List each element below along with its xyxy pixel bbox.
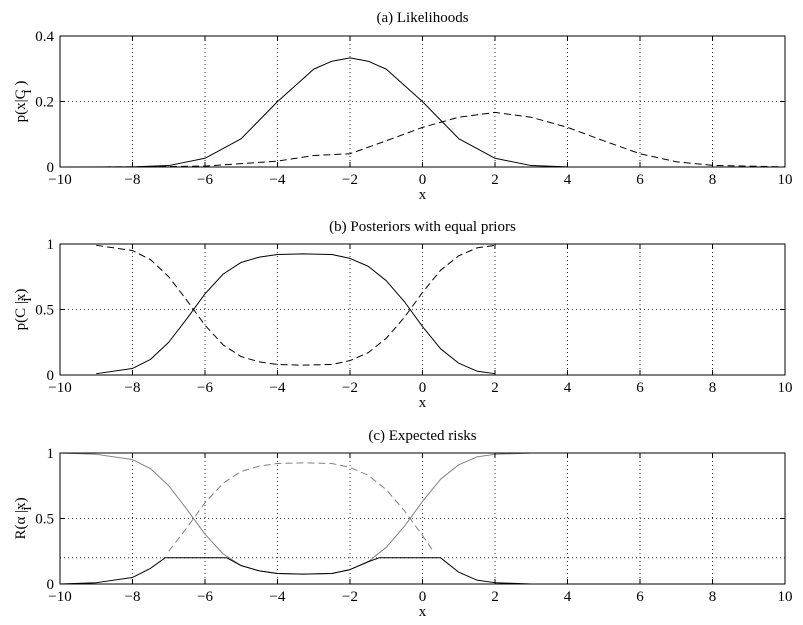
x-tick-label: −6 xyxy=(197,172,213,188)
y-axis-label: R(α |x) xyxy=(13,497,29,539)
x-tick-label: −4 xyxy=(270,589,286,605)
y-axis-label-subscript: i xyxy=(19,506,35,510)
y-tick-label: 0 xyxy=(47,577,55,593)
x-tick-label: 8 xyxy=(709,589,717,605)
x-tick-label: −2 xyxy=(342,380,358,396)
x-axis-label: x xyxy=(419,604,427,620)
x-tick-label: 2 xyxy=(491,589,499,605)
y-tick-label: 0 xyxy=(47,160,55,176)
x-tick-label: 0 xyxy=(419,172,427,188)
y-axis-label: p(C |x) xyxy=(13,289,29,331)
y-tick-label: 0.2 xyxy=(35,95,54,111)
chart-title: (c) Expected risks xyxy=(368,428,476,444)
series-line-3 xyxy=(59,557,785,585)
y-axis-label-subscript: i xyxy=(19,89,35,93)
series-line-2 xyxy=(96,244,496,366)
panel-b-posteriors: (b) Posteriors with equal priors x p(C |… xyxy=(13,219,793,411)
x-tick-label: 0 xyxy=(419,380,427,396)
x-axis-label: x xyxy=(419,395,427,411)
x-tick-label: −6 xyxy=(197,380,213,396)
x-tick-label: 6 xyxy=(636,589,644,605)
x-tick-label: 4 xyxy=(564,589,572,605)
x-tick-label: 8 xyxy=(709,172,717,188)
x-tick-label: −10 xyxy=(48,589,71,605)
x-tick-label: −8 xyxy=(125,380,141,396)
series-line-2 xyxy=(59,111,786,168)
x-tick-label: −2 xyxy=(342,589,358,605)
x-tick-label: 0 xyxy=(419,589,427,605)
x-tick-label: −10 xyxy=(48,172,71,188)
chart-title: (a) Likelihoods xyxy=(376,10,468,26)
x-tick-label: −4 xyxy=(270,172,286,188)
chart-title: (b) Posteriors with equal priors xyxy=(329,219,516,235)
series-line-2 xyxy=(168,462,434,552)
y-axis-label: p(x|C ) xyxy=(13,81,29,123)
x-axis-label: x xyxy=(419,187,427,203)
x-tick-label: 4 xyxy=(564,172,572,188)
x-tick-label: 10 xyxy=(778,172,793,188)
x-tick-label: 2 xyxy=(491,380,499,396)
y-tick-label: 0.4 xyxy=(35,29,54,45)
y-axis-label-subscript: i xyxy=(19,297,35,301)
x-tick-label: 4 xyxy=(564,380,572,396)
panel-c-expected-risks: (c) Expected risks x R(α |x) i −10 −8 −6 −4… xyxy=(13,428,793,620)
x-tick-label: −4 xyxy=(270,380,286,396)
y-tick-label: 0 xyxy=(47,368,55,384)
x-tick-label: 10 xyxy=(778,380,793,396)
x-tick-label: −8 xyxy=(125,589,141,605)
y-tick-label: 1 xyxy=(47,237,55,253)
y-tick-label: 0.5 xyxy=(35,303,54,319)
x-tick-label: −6 xyxy=(197,589,213,605)
x-tick-label: 6 xyxy=(636,172,644,188)
x-tick-label: 6 xyxy=(636,380,644,396)
y-tick-label: 1 xyxy=(47,446,55,462)
x-tick-label: −2 xyxy=(342,172,358,188)
y-tick-label: 0.5 xyxy=(35,512,54,528)
series-line-1 xyxy=(96,253,496,375)
x-tick-label: −8 xyxy=(125,172,141,188)
x-tick-label: 10 xyxy=(778,589,793,605)
x-tick-label: 8 xyxy=(709,380,717,396)
x-tick-label: 2 xyxy=(491,172,499,188)
panel-a-likelihoods: (a) Likelihoods x p(x|C ) i −10 −8 −6 −4 −2 0… xyxy=(13,10,793,203)
x-tick-label: −10 xyxy=(48,380,71,396)
